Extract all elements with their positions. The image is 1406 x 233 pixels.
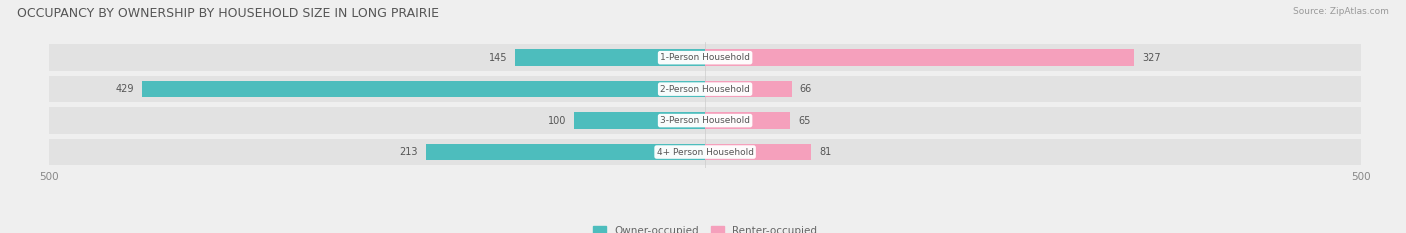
Text: 213: 213	[399, 147, 418, 157]
Legend: Owner-occupied, Renter-occupied: Owner-occupied, Renter-occupied	[589, 222, 821, 233]
Bar	[426, 144, 706, 160]
Text: 66: 66	[800, 84, 811, 94]
Bar	[574, 112, 706, 129]
Bar	[49, 107, 1361, 134]
Text: Source: ZipAtlas.com: Source: ZipAtlas.com	[1294, 7, 1389, 16]
Text: 3-Person Household: 3-Person Household	[659, 116, 751, 125]
Text: 65: 65	[799, 116, 811, 126]
Text: 2-Person Household: 2-Person Household	[661, 85, 749, 94]
Bar	[706, 81, 792, 97]
Text: OCCUPANCY BY OWNERSHIP BY HOUSEHOLD SIZE IN LONG PRAIRIE: OCCUPANCY BY OWNERSHIP BY HOUSEHOLD SIZE…	[17, 7, 439, 20]
Text: 327: 327	[1142, 53, 1160, 63]
Text: 1-Person Household: 1-Person Household	[659, 53, 751, 62]
Text: 429: 429	[115, 84, 135, 94]
Bar	[706, 144, 811, 160]
Bar	[49, 76, 1361, 103]
Bar	[49, 139, 1361, 165]
Bar	[706, 49, 1135, 66]
Text: 4+ Person Household: 4+ Person Household	[657, 147, 754, 157]
Text: 81: 81	[820, 147, 831, 157]
Bar	[142, 81, 706, 97]
Bar	[706, 112, 790, 129]
Bar	[49, 44, 1361, 71]
Text: 100: 100	[548, 116, 567, 126]
Text: 145: 145	[488, 53, 508, 63]
Bar	[515, 49, 706, 66]
